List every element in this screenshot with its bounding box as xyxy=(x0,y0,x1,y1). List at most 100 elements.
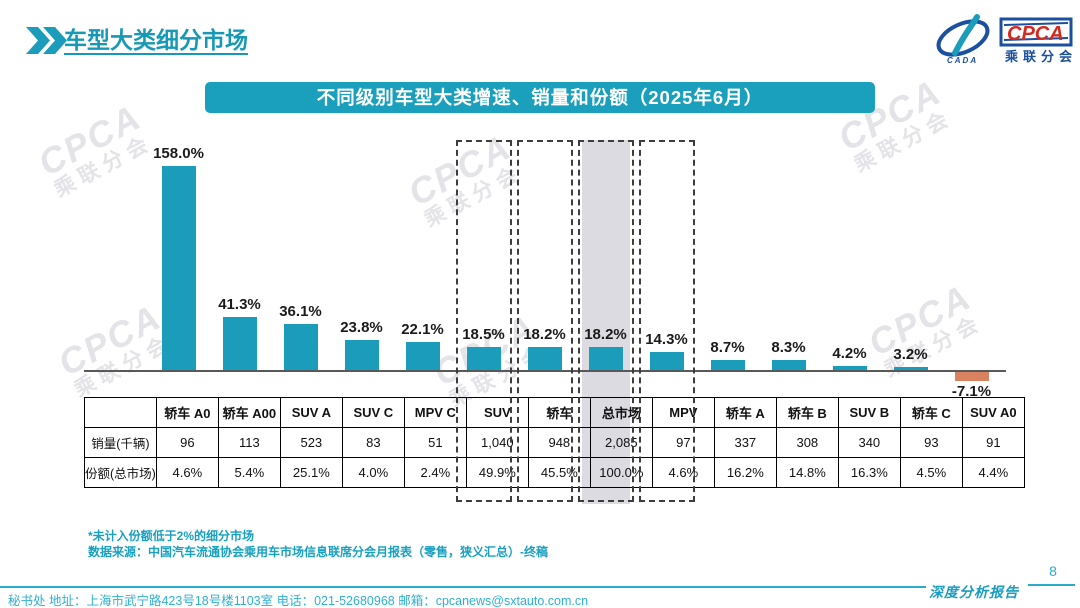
x-axis-line xyxy=(84,370,1006,372)
table-cell: 4.0% xyxy=(341,457,405,488)
bar xyxy=(649,352,684,371)
table-cell: 91 xyxy=(961,427,1025,458)
bar-value-label: 18.2% xyxy=(584,326,627,343)
table-cell: 5.4% xyxy=(217,457,281,488)
bar-value-label: 18.5% xyxy=(462,326,505,343)
table-cell: 16.2% xyxy=(713,457,777,488)
report-type-label: 深度分析报告 xyxy=(929,585,1019,601)
table-row: 销量(千辆) 96 113 523 83 51 1,040 948 2,085 97 337 308 3… xyxy=(84,427,1025,458)
footer-divider-right xyxy=(1028,584,1075,586)
svg-text:CADA: CADA xyxy=(947,56,978,65)
table-row-label: 销量(千辆) xyxy=(84,427,157,458)
table-cell: 113 xyxy=(217,427,281,458)
table-cell: 49.9% xyxy=(465,457,529,488)
table-cell: 523 xyxy=(279,427,343,458)
footer-divider xyxy=(0,586,926,588)
table-row-label: 份额(总市场) xyxy=(84,457,157,488)
page-number: 8 xyxy=(1049,563,1057,579)
table-header-cell: 轿车 B xyxy=(775,397,839,428)
table-cell: 25.1% xyxy=(279,457,343,488)
bar xyxy=(527,347,562,371)
table-cell: 4.4% xyxy=(961,457,1025,488)
table-header-cell: MPV C xyxy=(403,397,467,428)
svg-text:CPCA: CPCA xyxy=(1007,23,1064,45)
bar-value-label: 4.2% xyxy=(832,345,867,362)
table-cell: 83 xyxy=(341,427,405,458)
watermark-line2: 乘联分会 xyxy=(420,160,527,232)
table-row: 轿车 A0 轿车 A00 SUV A SUV C MPV C SUV 轿车 总市场 MPV 轿车 … xyxy=(84,397,1025,428)
bar xyxy=(710,360,745,371)
footer-address: 秘书处 地址：上海市武宁路423号18号楼1103室 电话：021-526809… xyxy=(8,594,589,608)
table-cell: 93 xyxy=(899,427,963,458)
bar-value-label: 36.1% xyxy=(279,303,322,320)
cpca-logo: CADA CPCA 乘联分会 xyxy=(925,13,1075,65)
watermark-line1: CPCA xyxy=(31,95,148,184)
table-header-cell: 轿车 xyxy=(527,397,591,428)
bar-value-label: 3.2% xyxy=(893,346,928,363)
double-chevron-icon xyxy=(26,27,67,54)
bar xyxy=(405,342,440,371)
table-cell: 45.5% xyxy=(527,457,591,488)
cada-swoosh-icon: CADA xyxy=(936,14,990,65)
table-header-cell: 轿车 A0 xyxy=(155,397,219,428)
cpca-wordmark: CPCA 乘联分会 xyxy=(999,17,1075,64)
table-header-cell: 轿车 C xyxy=(899,397,963,428)
table-header-cell: SUV B xyxy=(837,397,901,428)
table-header-cell: 轿车 A00 xyxy=(217,397,281,428)
table-cell: 100.0% xyxy=(589,457,653,488)
bar-value-label: 18.2% xyxy=(523,326,566,343)
bar xyxy=(161,166,196,371)
table-cell: 2,085 xyxy=(589,427,653,458)
footnote: *未计入份额低于2%的细分市场 xyxy=(88,529,255,543)
table-header-cell: MPV xyxy=(651,397,715,428)
watermark-line2: 乘联分会 xyxy=(850,105,957,177)
data-source-note: 数据来源：中国汽车流通协会乘用车市场信息联席分会月报表（零售，狭义汇总）-终稿 xyxy=(88,545,548,559)
table-cell: 16.3% xyxy=(837,457,901,488)
table-cell: 340 xyxy=(837,427,901,458)
table-cell: 2.4% xyxy=(403,457,467,488)
bar-value-label: 14.3% xyxy=(645,331,688,348)
page-title: 车型大类细分市场 xyxy=(64,27,248,53)
bar xyxy=(222,317,257,371)
bar-value-label: 23.8% xyxy=(340,319,383,336)
bar xyxy=(344,340,379,371)
table-header-cell: SUV A xyxy=(279,397,343,428)
bar-value-label: 158.0% xyxy=(153,145,204,162)
watermark-line1: CPCA xyxy=(401,125,518,214)
data-table: 轿车 A0 轿车 A00 SUV A SUV C MPV C SUV 轿车 总市场 MPV 轿车 … xyxy=(84,397,1025,488)
watermark-line2: 乘联分会 xyxy=(50,130,157,202)
table-cell: 4.5% xyxy=(899,457,963,488)
table-header-cell: 总市场 xyxy=(589,397,653,428)
bar-value-label: 41.3% xyxy=(218,296,261,313)
table-cell: 4.6% xyxy=(651,457,715,488)
table-cell: 14.8% xyxy=(775,457,839,488)
table-header-cell: 轿车 A xyxy=(713,397,777,428)
bar-value-label: 8.3% xyxy=(771,339,806,356)
bar xyxy=(588,347,623,371)
bar xyxy=(466,347,501,371)
table-cell: 308 xyxy=(775,427,839,458)
table-header-cell: SUV A0 xyxy=(961,397,1025,428)
table-cell: 51 xyxy=(403,427,467,458)
table-cell: 948 xyxy=(527,427,591,458)
bar xyxy=(893,367,928,371)
table-cell: 4.6% xyxy=(155,457,219,488)
market-table: 轿车 A0 轿车 A00 SUV A SUV C MPV C SUV 轿车 总市场 MPV 轿车 … xyxy=(84,397,1025,488)
table-cell: 97 xyxy=(651,427,715,458)
bar-value-label: 22.1% xyxy=(401,321,444,338)
table-cell: 1,040 xyxy=(465,427,529,458)
cpca-logo-graphic: CADA CPCA 乘联分会 xyxy=(936,14,1075,65)
bar xyxy=(771,360,806,371)
table-header-cell: SUV C xyxy=(341,397,405,428)
svg-text:乘联分会: 乘联分会 xyxy=(1004,49,1075,64)
bar xyxy=(954,372,989,381)
chart-title-banner: 不同级别车型大类增速、销量和份额（2025年6月） xyxy=(205,82,875,113)
bar-value-label: 8.7% xyxy=(710,339,745,356)
table-cell: 96 xyxy=(155,427,219,458)
table-row: 份额(总市场) 4.6% 5.4% 25.1% 4.0% 2.4% 49.9% 45.5% 10… xyxy=(84,457,1025,488)
bar xyxy=(832,366,867,371)
table-header-cell: SUV xyxy=(465,397,529,428)
